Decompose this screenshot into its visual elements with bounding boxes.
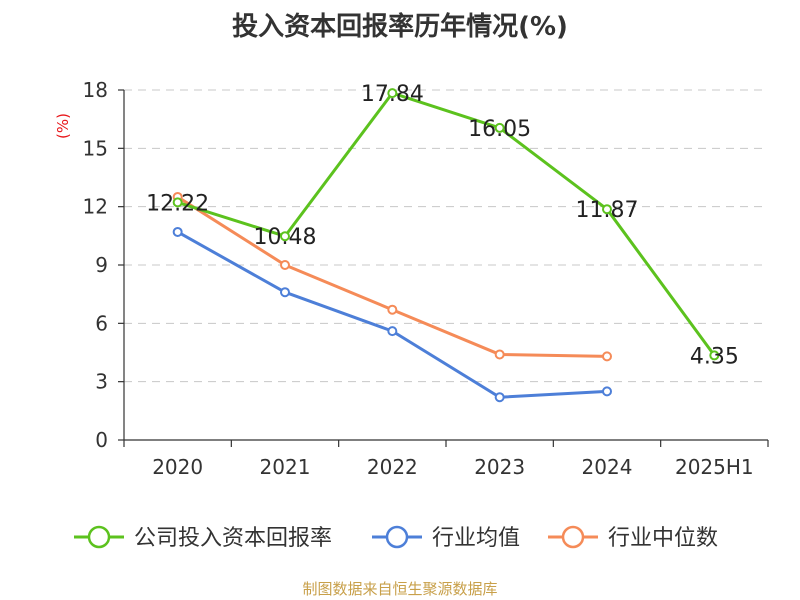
data-point[interactable]: [280, 231, 290, 242]
legend-label: 行业均值: [432, 526, 520, 551]
x-tick-label: 2024: [582, 455, 633, 479]
data-label: 17.84: [361, 82, 424, 107]
data-point[interactable]: [280, 260, 290, 270]
x-tick-label: 2022: [367, 455, 418, 479]
y-tick-label: 3: [95, 370, 108, 394]
y-tick-label: 15: [83, 136, 108, 160]
x-tick-label: 2021: [260, 455, 311, 479]
y-tick-label: 6: [95, 311, 108, 335]
legend-marker: [561, 525, 585, 549]
legend-marker: [87, 525, 111, 549]
data-label: 12.22: [146, 191, 209, 216]
legend-label: 行业中位数: [608, 526, 718, 551]
data-point[interactable]: [387, 326, 398, 337]
data-label: 16.05: [468, 117, 531, 142]
legend-item[interactable]: 公司投入资本回报率: [74, 525, 332, 551]
data-point[interactable]: [172, 197, 183, 208]
source-note: 制图数据来自恒生聚源数据库: [302, 580, 498, 598]
data-point[interactable]: [494, 349, 505, 360]
data-point[interactable]: [709, 350, 720, 361]
data-labels: 12.22 10.48 17.84 16.05 11.87 4.35: [146, 82, 739, 369]
grid: [124, 89, 768, 383]
data-point[interactable]: [602, 204, 612, 215]
y-tick-label: 0: [95, 428, 108, 452]
y-tick-label: 9: [95, 253, 108, 277]
x-tick-label: 2023: [474, 455, 525, 479]
y-tick-label: 12: [83, 195, 108, 219]
data-label: 4.35: [690, 344, 739, 369]
legend-item[interactable]: 行业均值: [372, 525, 520, 551]
legend[interactable]: 公司投入资本回报率 行业均值 行业中位数: [74, 525, 718, 551]
chart-title: 投入资本回报率历年情况(%): [232, 12, 568, 42]
data-point[interactable]: [387, 304, 398, 315]
data-point[interactable]: [280, 287, 290, 298]
series: [172, 88, 720, 403]
data-point[interactable]: [387, 88, 398, 99]
x-tick-label: 2025H1: [675, 455, 754, 479]
x-tick-label: 2020: [152, 455, 203, 479]
data-point[interactable]: [494, 392, 505, 403]
data-point[interactable]: [172, 226, 183, 237]
data-label: 10.48: [254, 225, 317, 250]
series-line: [177, 91, 716, 357]
data-point[interactable]: [602, 386, 612, 397]
legend-label: 公司投入资本回报率: [134, 526, 332, 551]
data-point[interactable]: [602, 351, 612, 362]
data-label: 11.87: [576, 198, 639, 223]
y-unit-label: (%): [54, 113, 72, 139]
legend-item[interactable]: 行业中位数: [548, 525, 718, 551]
y-tick-label: 18: [83, 78, 108, 102]
axes: 0 3 6 9 12 15 18 2020 2021 2022 2023 2024 2025H1: [83, 78, 769, 479]
data-point[interactable]: [494, 122, 505, 133]
legend-marker: [385, 525, 409, 549]
